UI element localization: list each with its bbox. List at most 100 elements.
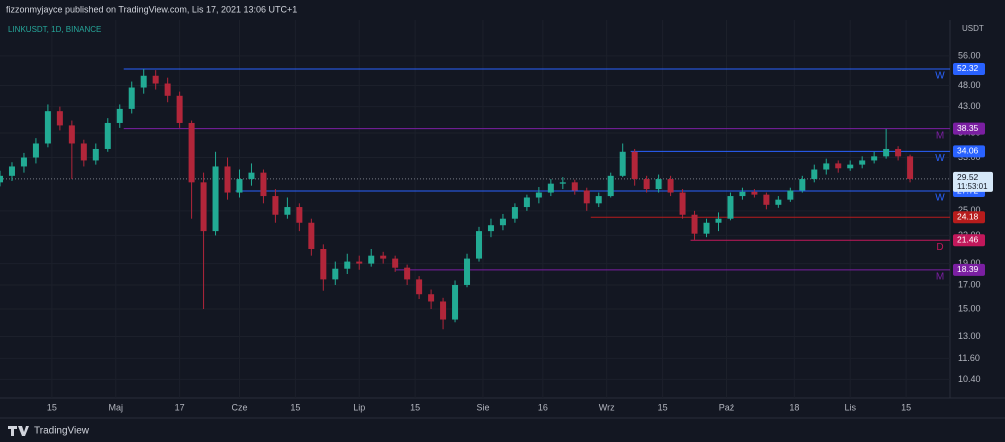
candle-body xyxy=(392,258,399,268)
x-tick-label: Lis xyxy=(844,402,856,412)
price-tag-label: 18.39 xyxy=(957,264,979,274)
candle-body xyxy=(895,148,902,157)
last-price-label: 29.52 xyxy=(957,172,979,182)
y-tick-label: 10.40 xyxy=(958,374,981,384)
candle-body xyxy=(775,199,782,205)
candle-body xyxy=(607,175,614,197)
candle-body xyxy=(272,196,279,215)
price-tag xyxy=(953,62,985,75)
candle-body xyxy=(356,261,363,264)
symbol: LINKUSDT, 1D, BINANCE xyxy=(8,25,101,34)
level-tag: W xyxy=(935,193,945,204)
x-tick-label: 15 xyxy=(47,402,57,412)
candle-body xyxy=(188,122,195,183)
y-tick-label: 11.60 xyxy=(958,353,980,363)
candle-body xyxy=(416,279,423,295)
grid xyxy=(0,20,950,398)
x-tick-label: Maj xyxy=(108,402,123,412)
candle-body xyxy=(787,190,794,200)
x-tick-label: Sie xyxy=(476,402,489,412)
y-tick-label: 25.00 xyxy=(958,205,981,215)
x-tick-label: 15 xyxy=(290,402,300,412)
level-tag: M xyxy=(936,130,944,141)
brand-logo xyxy=(8,426,29,436)
price-tag xyxy=(953,234,985,247)
price-tag-label: 38.35 xyxy=(957,123,979,133)
candle-body xyxy=(44,111,51,144)
candle-body xyxy=(907,156,914,179)
candle-body xyxy=(835,163,842,169)
x-tick-label: Lip xyxy=(353,402,365,412)
candle-body xyxy=(583,190,590,204)
x-tick-label: 17 xyxy=(175,402,185,412)
candle-body xyxy=(487,225,494,232)
candle-body xyxy=(152,75,159,84)
candle-body xyxy=(344,261,351,269)
candle-body xyxy=(499,218,506,226)
candle-body xyxy=(847,164,854,169)
x-tick-label: 18 xyxy=(789,402,799,412)
candle-body xyxy=(751,191,758,195)
x-tick-label: Paź xyxy=(719,402,735,412)
candle-body xyxy=(8,166,15,176)
candle-body xyxy=(452,284,459,320)
candle-body xyxy=(571,182,578,191)
candle-body xyxy=(308,222,315,249)
axes: 56.0048.0043.0037.5033.0025.0022.0019.00… xyxy=(47,50,993,412)
brand: TradingView xyxy=(34,426,90,437)
x-tick-label: 15 xyxy=(410,402,420,412)
y-tick-label: 48.00 xyxy=(958,80,981,90)
candle-body xyxy=(368,255,375,264)
candle-body xyxy=(559,182,566,184)
candle-body xyxy=(763,194,770,205)
x-tick-label: 15 xyxy=(901,402,911,412)
level-tag: D xyxy=(936,242,943,253)
price-tag-label: 52.32 xyxy=(957,63,979,73)
y-tick-label: 43.00 xyxy=(958,101,981,111)
candle-body xyxy=(691,214,698,234)
x-tick-label: 16 xyxy=(538,402,548,412)
candle-body xyxy=(523,197,530,208)
x-tick-label: 15 xyxy=(658,402,668,412)
candle-body xyxy=(428,294,435,302)
countdown: 11:53:01 xyxy=(957,182,988,191)
price-tag-label: 34.06 xyxy=(957,146,979,156)
candle-body xyxy=(92,148,99,161)
y-tick-label: 13.00 xyxy=(958,331,981,341)
levels: W M W W D M xyxy=(0,68,950,283)
candle-body xyxy=(140,75,147,88)
candle-body xyxy=(799,179,806,191)
candle-body xyxy=(116,108,123,123)
candle-body xyxy=(811,169,818,180)
candle-body xyxy=(68,125,75,144)
candle-body xyxy=(547,183,554,193)
header: fizzonmyjayce published on TradingView.c… xyxy=(6,4,297,14)
level-tag: M xyxy=(936,272,944,283)
candle-body xyxy=(679,192,686,215)
candle-body xyxy=(128,87,135,109)
level-tag: W xyxy=(935,153,945,164)
candle-body xyxy=(332,268,339,280)
candle-body xyxy=(320,248,327,280)
candle-body xyxy=(631,151,638,180)
candle-body xyxy=(380,255,387,259)
candle-body xyxy=(248,172,255,180)
y-tick-label: 17.00 xyxy=(958,279,981,289)
price-tag xyxy=(953,145,985,158)
candle-body xyxy=(511,207,518,219)
candle-body xyxy=(212,166,219,232)
candle-body xyxy=(104,122,111,149)
y-tick-label: 19.00 xyxy=(958,258,981,268)
candle-body xyxy=(440,301,447,320)
candle-body xyxy=(823,163,830,170)
candle-body xyxy=(535,192,542,198)
candle-body xyxy=(883,148,890,157)
candle-body xyxy=(859,160,866,165)
candles xyxy=(0,69,914,330)
candle-body xyxy=(871,156,878,161)
candle-body xyxy=(32,143,39,158)
candle-body xyxy=(224,166,231,193)
candle-body xyxy=(475,231,482,259)
candle-body xyxy=(643,179,650,190)
